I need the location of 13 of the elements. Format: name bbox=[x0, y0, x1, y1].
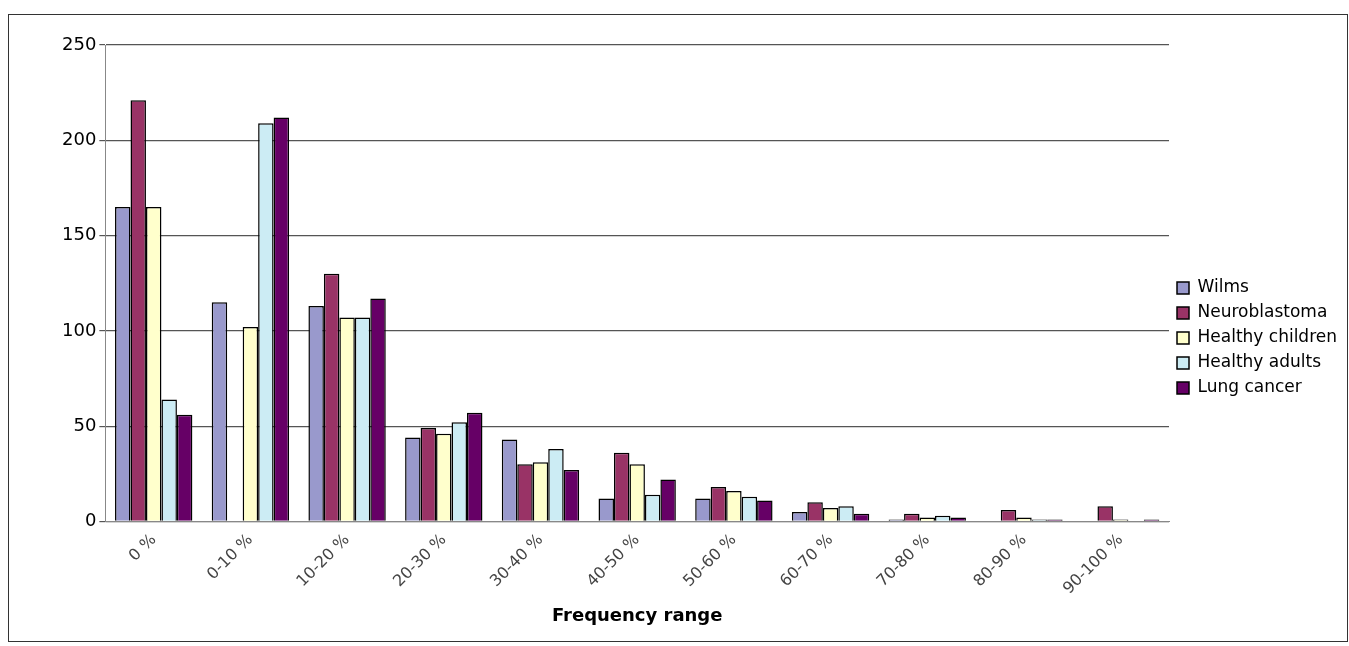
y-tick-label: 50 bbox=[73, 413, 97, 435]
y-tick-label: 0 bbox=[84, 509, 97, 531]
x-axis-title: Frequency range bbox=[551, 603, 723, 625]
legend-label: Neuroblastoma bbox=[1197, 301, 1328, 322]
y-tick-label: 200 bbox=[62, 127, 97, 149]
x-tick-label: 0 % bbox=[124, 529, 160, 565]
legend-label: Wilms bbox=[1197, 276, 1249, 297]
y-tick-label: 150 bbox=[62, 223, 97, 245]
legend-label: Lung cancer bbox=[1197, 376, 1302, 397]
y-tick-label: 100 bbox=[62, 318, 97, 340]
legend-label: Healthy adults bbox=[1197, 351, 1322, 372]
legend-label: Healthy children bbox=[1197, 326, 1338, 347]
y-tick-label: 250 bbox=[62, 32, 97, 54]
